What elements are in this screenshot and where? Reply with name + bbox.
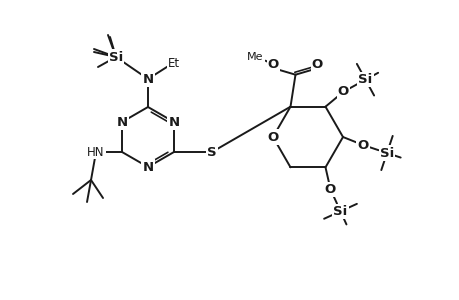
Text: N: N [116, 116, 127, 128]
Text: Si: Si [109, 50, 123, 64]
Text: O: O [267, 58, 279, 71]
Text: HN: HN [87, 146, 105, 158]
Text: N: N [142, 73, 153, 85]
Text: Si: Si [358, 73, 372, 86]
Text: S: S [207, 146, 216, 158]
Text: Me: Me [247, 52, 263, 62]
Text: N: N [142, 160, 153, 173]
Text: O: O [267, 130, 278, 143]
Text: O: O [311, 58, 322, 71]
Text: O: O [357, 139, 368, 152]
Text: N: N [168, 116, 179, 128]
Text: Si: Si [333, 205, 347, 218]
Text: Et: Et [168, 56, 179, 70]
Text: O: O [324, 183, 336, 196]
Text: Si: Si [379, 146, 393, 160]
Text: O: O [337, 85, 348, 98]
